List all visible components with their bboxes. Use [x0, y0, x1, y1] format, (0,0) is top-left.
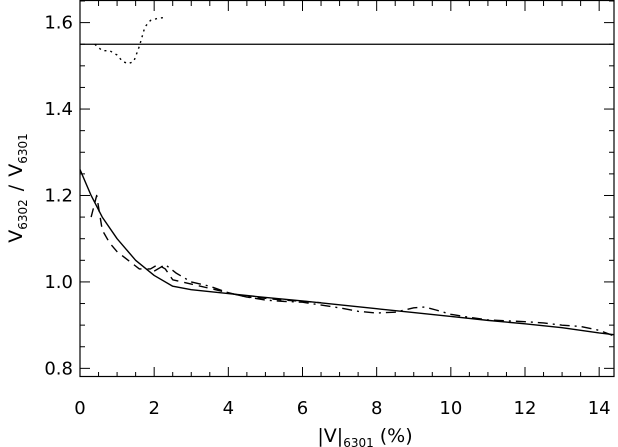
y-tick-label: 1.4	[44, 99, 73, 120]
x-axis-title: |V|6301 (%)	[317, 425, 412, 447]
x-axis-title-sub: 6301	[343, 436, 374, 447]
x-axis-title-unit: (%)	[380, 425, 413, 447]
x-tick-label: 14	[588, 398, 611, 419]
series-line-dashed	[90, 194, 322, 304]
x-tick-label: 4	[223, 398, 234, 419]
y-axis-title-num-sub: 6302	[16, 199, 30, 230]
series-line-dashdot	[153, 263, 615, 337]
series-line-dotted	[94, 16, 166, 65]
y-tick-label: 1.6	[44, 13, 73, 34]
y-axis-title: V6302/V6301	[5, 133, 30, 243]
plot-frame	[79, 0, 615, 378]
x-tick-label: 0	[74, 398, 85, 419]
y-tick-label: 0.8	[44, 358, 73, 379]
x-tick-label: 8	[371, 398, 382, 419]
y-axis-title-den: V	[5, 164, 27, 177]
y-axis-title-num: V	[5, 230, 27, 243]
y-axis-title-sep: /	[5, 184, 27, 191]
x-tick-label: 2	[148, 398, 159, 419]
x-tick-label: 6	[297, 398, 308, 419]
y-axis-title-den-sub: 6301	[16, 133, 30, 164]
y-tick-label: 1.2	[44, 185, 73, 206]
y-tick-label: 1.0	[44, 272, 73, 293]
series-line-solid	[79, 169, 615, 336]
x-axis-title-main: |V|	[317, 425, 343, 447]
x-tick-label: 10	[439, 398, 462, 419]
x-tick-label: 12	[514, 398, 537, 419]
